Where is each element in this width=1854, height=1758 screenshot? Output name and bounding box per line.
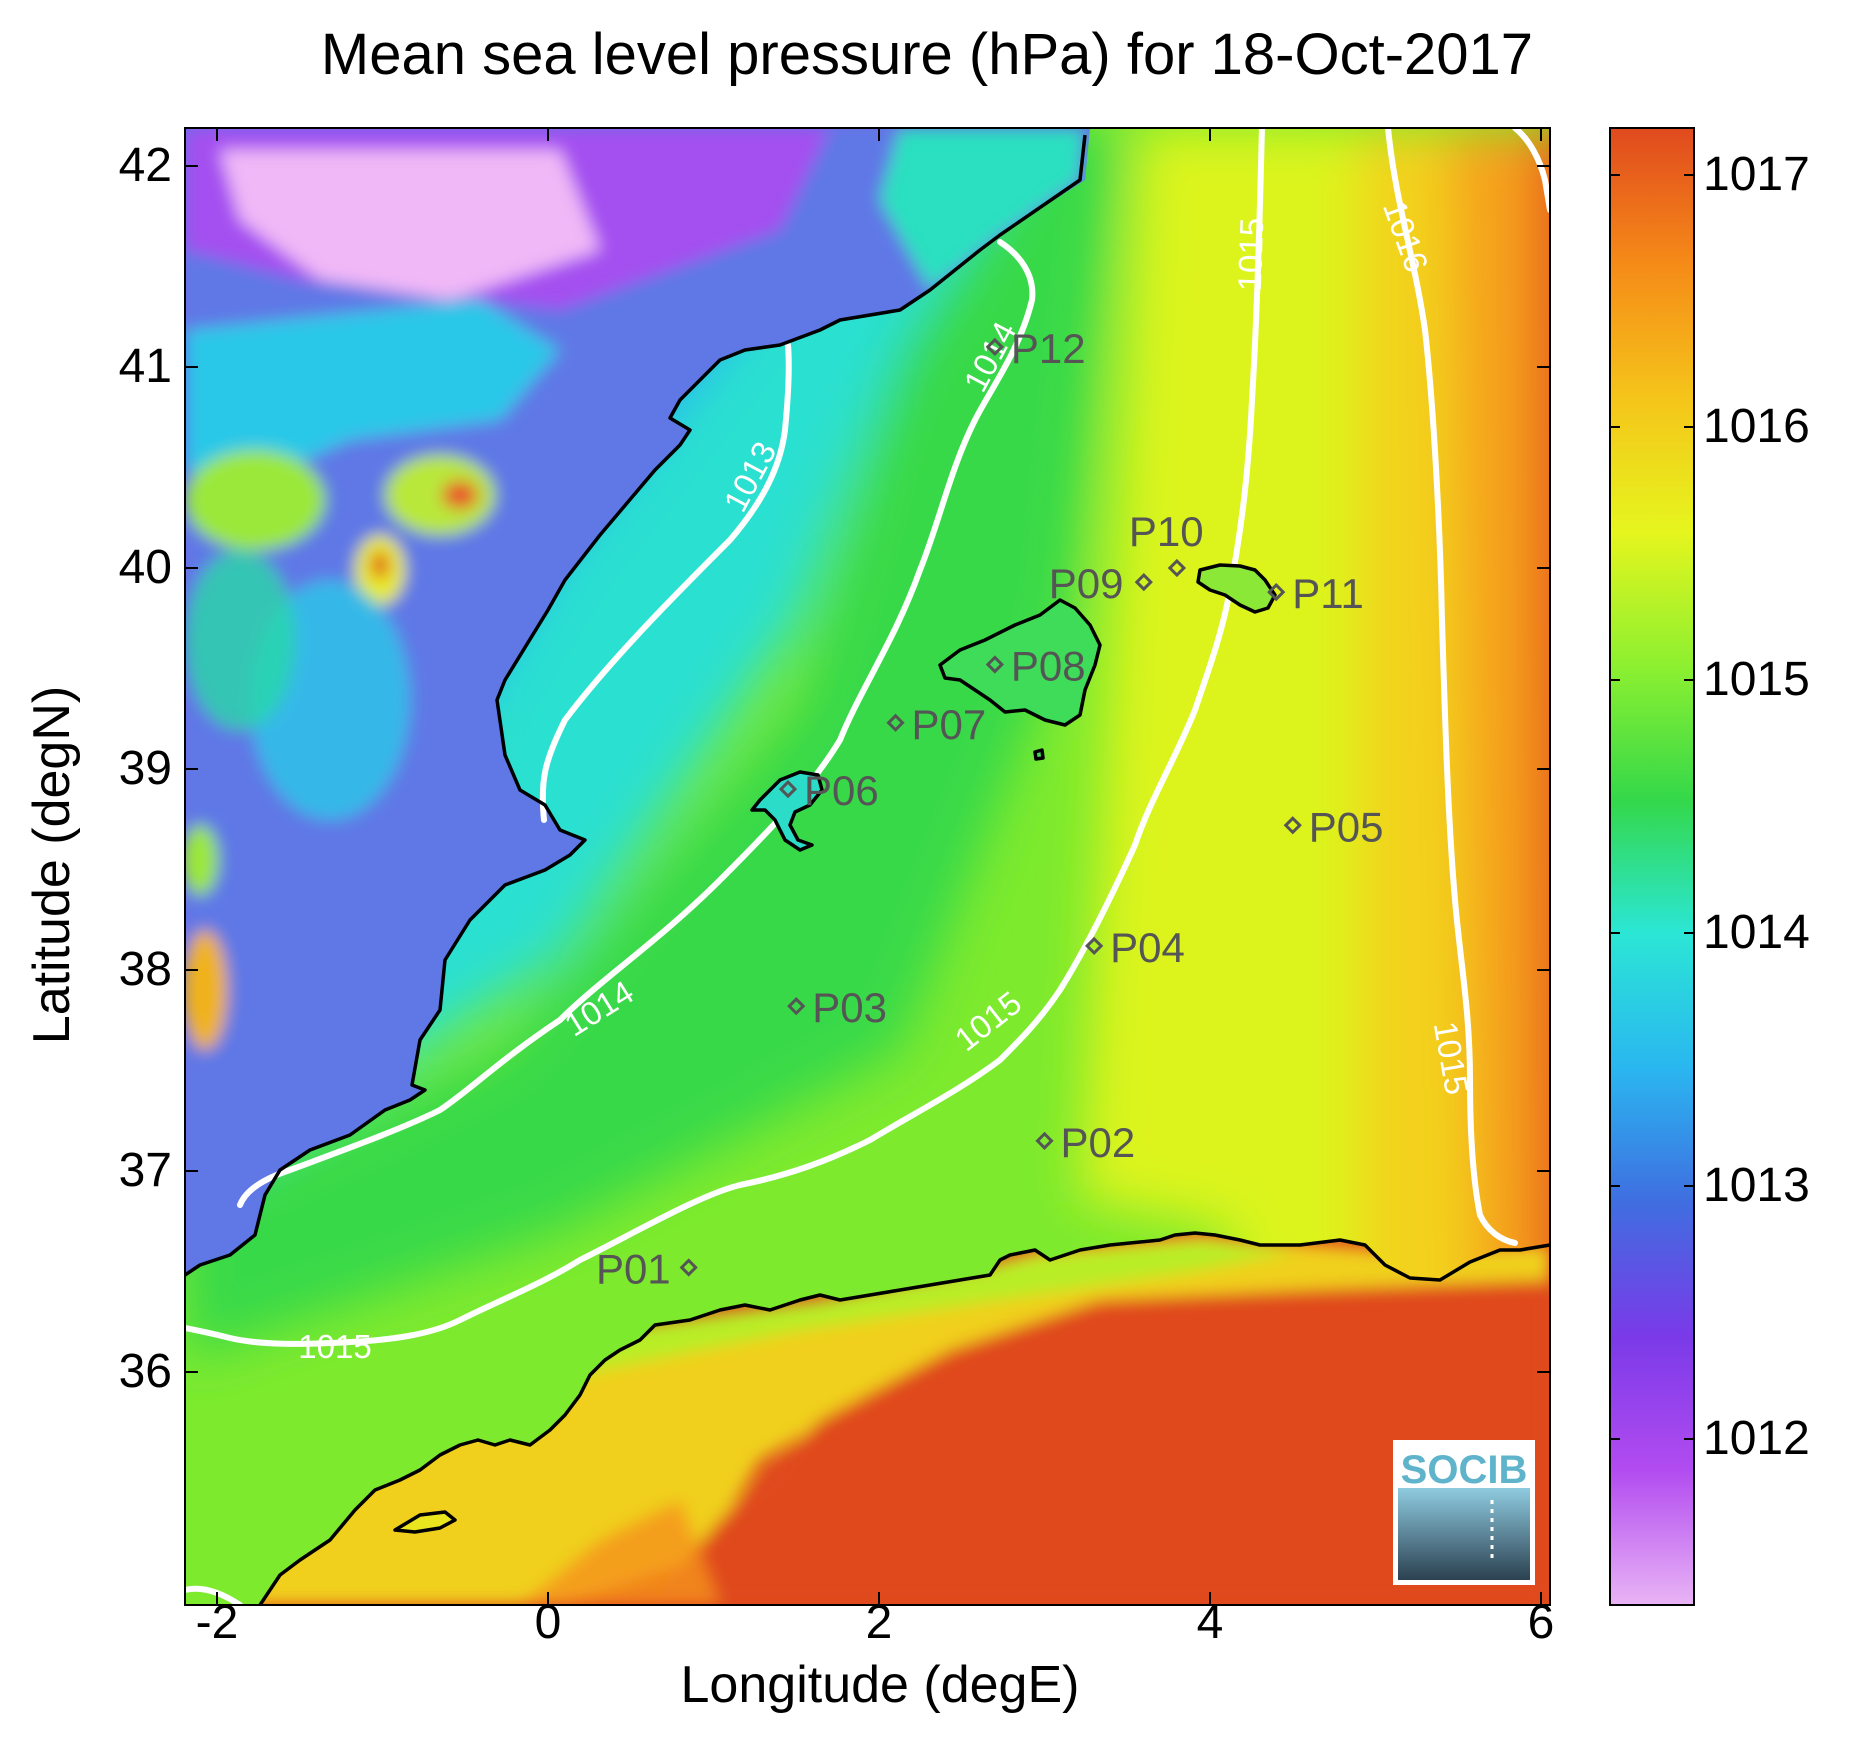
coastlines <box>185 134 1550 1605</box>
station-label: P07 <box>912 701 987 748</box>
ibiza-island <box>750 770 824 852</box>
station-marker <box>1035 1131 1054 1150</box>
menorca-island <box>1196 563 1277 614</box>
colorbar-tick-label: 1013 <box>1703 1159 1810 1212</box>
station-label: P05 <box>1309 803 1384 850</box>
contour-label: 1015 <box>1231 217 1271 292</box>
station-marker <box>985 337 1004 357</box>
station-marker <box>1134 572 1153 592</box>
station-label: P12 <box>1011 325 1086 372</box>
contour-1016-ne <box>1512 128 1550 213</box>
socib-logo: SOCIB <box>1393 1440 1535 1585</box>
colorbar-tick-label: 1014 <box>1703 906 1810 959</box>
station-label: P01 <box>596 1245 671 1292</box>
map-title: Mean sea level pressure (hPa) for 18-Oct… <box>320 22 1534 87</box>
station-marker <box>1267 582 1286 602</box>
station-label: P09 <box>1049 560 1124 607</box>
colorbar-tick-label: 1012 <box>1703 1412 1810 1465</box>
map-area: 1013 1014 1014 1015 1015 1015 1015 1016 … <box>185 128 1550 1605</box>
station-marker <box>778 779 798 799</box>
y-tick-label: 39 <box>118 742 172 795</box>
station-marker <box>679 1258 698 1277</box>
colorbar-tick-label: 1017 <box>1703 148 1810 201</box>
y-tick-label: 38 <box>118 943 172 996</box>
africa-terrain <box>260 1235 1550 1605</box>
station-label: P08 <box>1011 642 1086 689</box>
station-label: P04 <box>1110 924 1185 971</box>
y-tick-label: 40 <box>118 541 172 594</box>
station-marker <box>1167 558 1187 578</box>
contour-1016-sw <box>185 1585 243 1605</box>
station-label: P10 <box>1129 508 1204 555</box>
colorbar-ticks <box>1610 174 1694 1440</box>
contour-1013 <box>539 342 792 823</box>
x-axis-label: Longitude (degE) <box>680 1656 1080 1714</box>
x-tick-label: 6 <box>1527 1596 1555 1649</box>
station-marker <box>787 997 806 1016</box>
axis-ticks <box>185 128 1550 1605</box>
station-marker <box>1085 936 1104 956</box>
y-tick-label: 41 <box>118 340 172 393</box>
y-axis-label: Latitude (degN) <box>23 685 81 1045</box>
station-label: P11 <box>1292 570 1364 617</box>
station-marker <box>886 713 905 732</box>
x-tick-label: 4 <box>1196 1596 1224 1649</box>
colorbar-tick-label: 1016 <box>1703 400 1810 453</box>
x-tick-label: 2 <box>865 1596 893 1649</box>
contour-1014-north <box>237 239 1036 1208</box>
plot-frame <box>184 127 1551 1606</box>
colorbar-tick-label: 1015 <box>1703 653 1810 706</box>
y-tick-label: 36 <box>118 1345 172 1398</box>
contour-label: 1015 <box>298 1328 371 1365</box>
logo-text: SOCIB <box>1401 1448 1528 1492</box>
alboran-island <box>393 1510 457 1534</box>
coastline-africa <box>258 1231 1550 1605</box>
station-marker <box>1283 816 1302 835</box>
x-tick-label: 0 <box>534 1596 562 1649</box>
x-tick-label: -2 <box>195 1596 239 1649</box>
station-label: P02 <box>1061 1119 1136 1166</box>
station-marker <box>985 655 1004 674</box>
station-label: P03 <box>812 984 887 1031</box>
cabrera-island <box>1033 748 1045 761</box>
contour-1015 <box>185 128 1265 1347</box>
y-tick-label: 42 <box>118 139 172 192</box>
colorbar <box>1609 127 1695 1606</box>
contour-1016 <box>1385 128 1518 1246</box>
mallorca-island <box>938 598 1102 727</box>
y-tick-label: 37 <box>118 1144 172 1197</box>
contour-lines <box>185 128 1550 1605</box>
station-label: P06 <box>804 767 879 814</box>
coastline-iberia <box>185 134 1087 1277</box>
